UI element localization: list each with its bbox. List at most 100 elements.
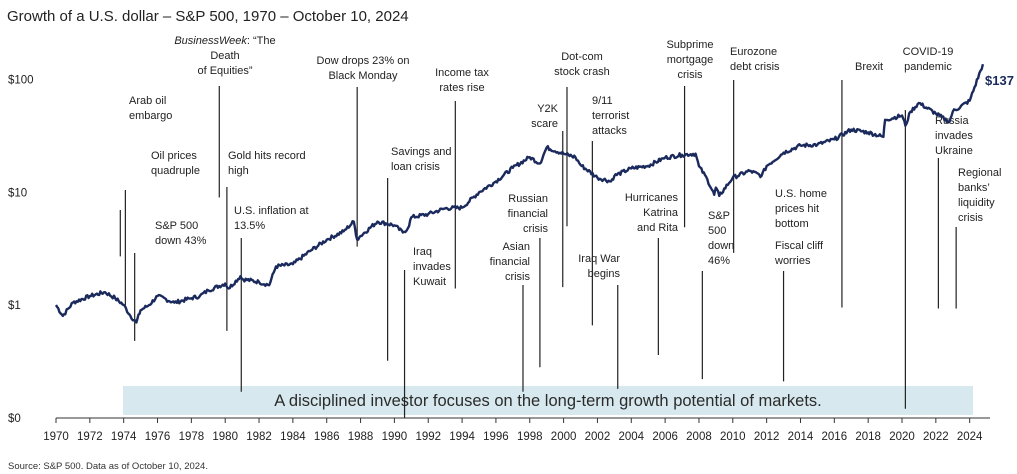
annotation-label-russian-crisis: crisis — [523, 223, 549, 235]
x-tick-label: 1974 — [111, 431, 137, 443]
annotation-label-arab-oil-embargo: Arab oil — [129, 95, 166, 107]
banner-text: A disciplined investor focuses on the lo… — [274, 392, 822, 410]
x-tick-label: 1984 — [280, 431, 306, 443]
annotation-label-iraq-war: begins — [588, 268, 621, 280]
annotation-label-hurricanes: and Rita — [637, 222, 679, 234]
annotation-label-dotcom-crash: stock crash — [554, 66, 610, 78]
x-axis: 1970 1972 1974 1976 1978 1980 1982 1984 1986 1988… — [43, 417, 990, 443]
x-tick-label: 1990 — [382, 431, 408, 443]
x-tick-label: 2024 — [957, 431, 983, 443]
annotation-label-sp500-down-46: S&P — [708, 210, 730, 222]
annotation-label-russia-ukraine: Ukraine — [935, 145, 973, 157]
y-tick-label: $10 — [8, 187, 27, 199]
annotation-label-sp500-down-46: down — [708, 240, 734, 252]
x-tick-label: 1986 — [314, 431, 340, 443]
annotation-label-gold-record-high: high — [228, 165, 249, 177]
annotation-label-covid: pandemic — [904, 61, 952, 73]
x-tick-label: 1982 — [246, 431, 272, 443]
annotation-label-regional-banks: banks’ — [958, 182, 990, 194]
annotation-label-us-inflation: U.S. inflation at — [234, 205, 309, 217]
x-tick-label: 2006 — [652, 431, 678, 443]
annotation-label-sp500-down-46: 500 — [708, 225, 726, 237]
annotation-label-y2k-scare: Y2K — [537, 103, 558, 115]
annotation-label-subprime: mortgage — [667, 54, 713, 66]
annotation-label-arab-oil-embargo: embargo — [129, 110, 172, 122]
x-tick-label: 2010 — [720, 431, 746, 443]
annotation-label-savings-loan: loan crisis — [391, 161, 440, 173]
annotation-label-income-tax: Income tax — [435, 67, 489, 79]
x-tick-label: 1978 — [179, 431, 205, 443]
series-line-sp500 — [54, 63, 985, 324]
source-note: Source: S&P 500. Data as of October 10, … — [8, 461, 208, 472]
end-value-label: $137 — [985, 73, 1014, 88]
annotation-label-us-home-prices: bottom — [775, 218, 809, 230]
annotation-label-us-home-prices: prices hit — [775, 203, 819, 215]
annotation-label-russian-crisis: financial — [508, 208, 548, 220]
y-axis: $0 $1 $10 $100 — [8, 75, 34, 425]
annotation-label-fiscal-cliff: worries — [774, 255, 811, 267]
annotation-label-subprime: crisis — [677, 69, 703, 81]
x-tick-label: 2022 — [923, 431, 949, 443]
annotation-label-oil-prices-quadruple: quadruple — [151, 165, 200, 177]
annotation-label-brexit: Brexit — [855, 61, 883, 73]
annotation-label-eurozone: debt crisis — [730, 61, 780, 73]
annotation-label-asian-crisis: Asian — [502, 241, 530, 253]
annotation-label-us-inflation: 13.5% — [234, 220, 265, 232]
annotation-label-black-monday: Black Monday — [328, 70, 398, 82]
banner-box — [123, 386, 973, 415]
annotation-label-russia-ukraine: invades — [935, 130, 973, 142]
x-tick-label: 2002 — [585, 431, 611, 443]
annotation-label-y2k-scare: scare — [531, 118, 558, 130]
x-tick-label: 2008 — [686, 431, 712, 443]
annotation-label-death-of-equities: Death — [210, 50, 239, 62]
annotation-label-regional-banks: Regional — [958, 167, 1001, 179]
annotation-label-subprime: Subprime — [666, 39, 713, 51]
annotation-label-death-of-equities: of Equities” — [197, 65, 252, 77]
annotation-label-gold-record-high: Gold hits record — [228, 150, 306, 162]
annotation-label-hurricanes: Hurricanes — [625, 192, 679, 204]
annotation-label-nine-eleven: attacks — [592, 125, 627, 137]
x-tick-label: 2004 — [618, 431, 644, 443]
annotation-label-savings-loan: Savings and — [391, 146, 452, 158]
annotation-label-hurricanes: Katrina — [643, 207, 679, 219]
annotation-label-regional-banks: crisis — [958, 212, 984, 224]
annotation-lines — [119, 80, 957, 418]
y-tick-label: $0 — [8, 413, 21, 425]
annotation-label-fiscal-cliff: Fiscal cliff — [775, 240, 824, 252]
annotation-label-income-tax: rates rise — [439, 82, 484, 94]
x-tick-label: 1980 — [212, 431, 238, 443]
annotation-label-nine-eleven: 9/11 — [592, 95, 613, 107]
annotation-label-iraq-war: Iraq War — [578, 253, 620, 265]
y-tick-label: $1 — [8, 300, 21, 312]
x-tick-label: 2000 — [551, 431, 577, 443]
annotation-label-sp500-down-43: down 43% — [155, 235, 207, 247]
annotation-label-sp500-down-43: S&P 500 — [155, 220, 198, 232]
annotation-label-sp500-down-46: 46% — [708, 255, 730, 267]
annotation-labels: Arab oil embargo Oil prices quadruple S&P 50… — [129, 35, 1001, 288]
annotation-label-iraq-kuwait: invades — [413, 261, 451, 273]
annotation-label-dotcom-crash: Dot-com — [561, 51, 603, 63]
annotation-label-death-of-equities: BusinessWeek: “The — [174, 35, 275, 47]
x-tick-label: 1970 — [43, 431, 69, 443]
annotation-label-iraq-kuwait: Kuwait — [413, 276, 446, 288]
annotation-label-iraq-kuwait: Iraq — [413, 246, 432, 258]
x-tick-label: 1972 — [77, 431, 103, 443]
x-tick-label: 2014 — [788, 431, 814, 443]
x-tick-label: 2016 — [822, 431, 848, 443]
annotation-label-eurozone: Eurozone — [730, 46, 777, 58]
x-tick-label: 1976 — [145, 431, 171, 443]
annotation-label-nine-eleven: terrorist — [592, 110, 629, 122]
x-tick-label: 1994 — [449, 431, 475, 443]
annotation-label-us-home-prices: U.S. home — [775, 188, 827, 200]
annotation-label-regional-banks: liquidity — [958, 197, 995, 209]
annotation-label-black-monday: Dow drops 23% on — [317, 55, 410, 67]
x-tick-label: 1996 — [483, 431, 509, 443]
x-tick-label: 2018 — [855, 431, 881, 443]
annotation-label-covid: COVID-19 — [903, 46, 954, 58]
x-tick-label: 1988 — [348, 431, 374, 443]
annotation-label-oil-prices-quadruple: Oil prices — [151, 150, 197, 162]
annotation-label-asian-crisis: crisis — [505, 271, 531, 283]
y-tick-label: $100 — [8, 75, 34, 87]
x-tick-label: 1992 — [415, 431, 441, 443]
